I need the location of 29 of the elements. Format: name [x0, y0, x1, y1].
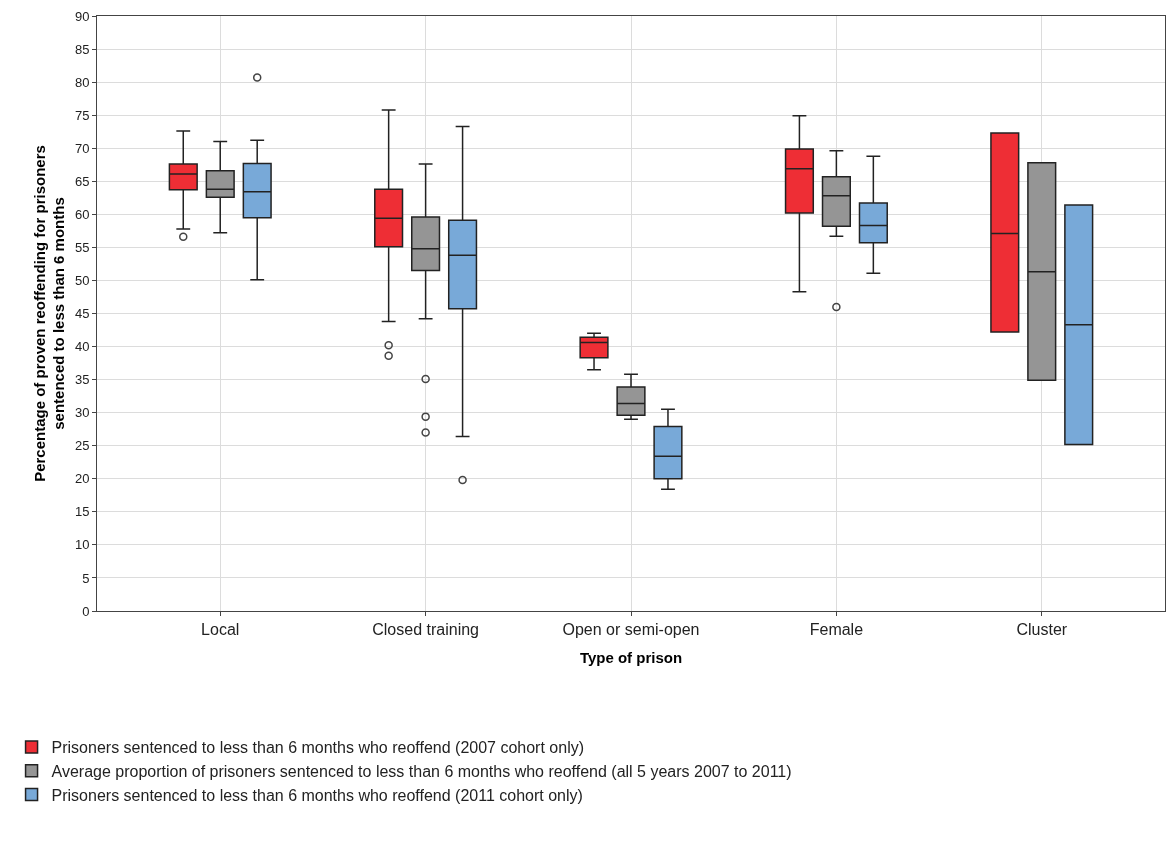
- x-tick-label: Local: [201, 621, 240, 639]
- legend-label: Average proportion of prisoners sentenced to less than 6 months who reoffend (all 5 years 2007 to 2011): [51, 762, 792, 780]
- y-tick-label: 25: [74, 438, 90, 454]
- legend-label: Prisoners sentenced to less than 6 months who reoffend (2011 cohort only): [51, 786, 583, 804]
- x-tick-label: Cluster: [1016, 621, 1068, 639]
- x-tick-label: Female: [809, 621, 864, 639]
- y-tick-label: 65: [74, 173, 90, 189]
- y-tick-label: 45: [74, 306, 90, 322]
- y-tick-label: 85: [74, 41, 90, 57]
- y-tick-label: 60: [74, 206, 90, 222]
- y-tick-label: 50: [74, 272, 90, 288]
- y-tick-label: 40: [74, 339, 90, 355]
- y-tick-label: 10: [74, 537, 90, 553]
- y-tick-label: 90: [74, 8, 90, 24]
- y-tick-label: 0: [82, 603, 90, 619]
- y-axis-title: Percentage of proven reoffending for prisoners sentenced to less than 6 months: [30, 145, 68, 482]
- legend-label: Prisoners sentenced to less than 6 months who reoffend (2007 cohort only): [51, 739, 585, 757]
- y-tick-label: 35: [74, 372, 90, 388]
- y-tick-label: 20: [74, 471, 90, 487]
- x-tick-label: Closed training: [372, 621, 479, 639]
- y-tick-label: 70: [74, 140, 90, 156]
- y-tick-label: 30: [74, 405, 90, 421]
- y-tick-label: 15: [74, 504, 90, 520]
- y-tick-label: 55: [74, 239, 90, 255]
- y-tick-label: 80: [74, 74, 90, 90]
- x-tick-label: Open or semi-open: [562, 621, 700, 639]
- x-axis-title: Type of prison: [579, 649, 683, 667]
- y-tick-label: 5: [82, 570, 90, 586]
- y-tick-label: 75: [74, 107, 90, 123]
